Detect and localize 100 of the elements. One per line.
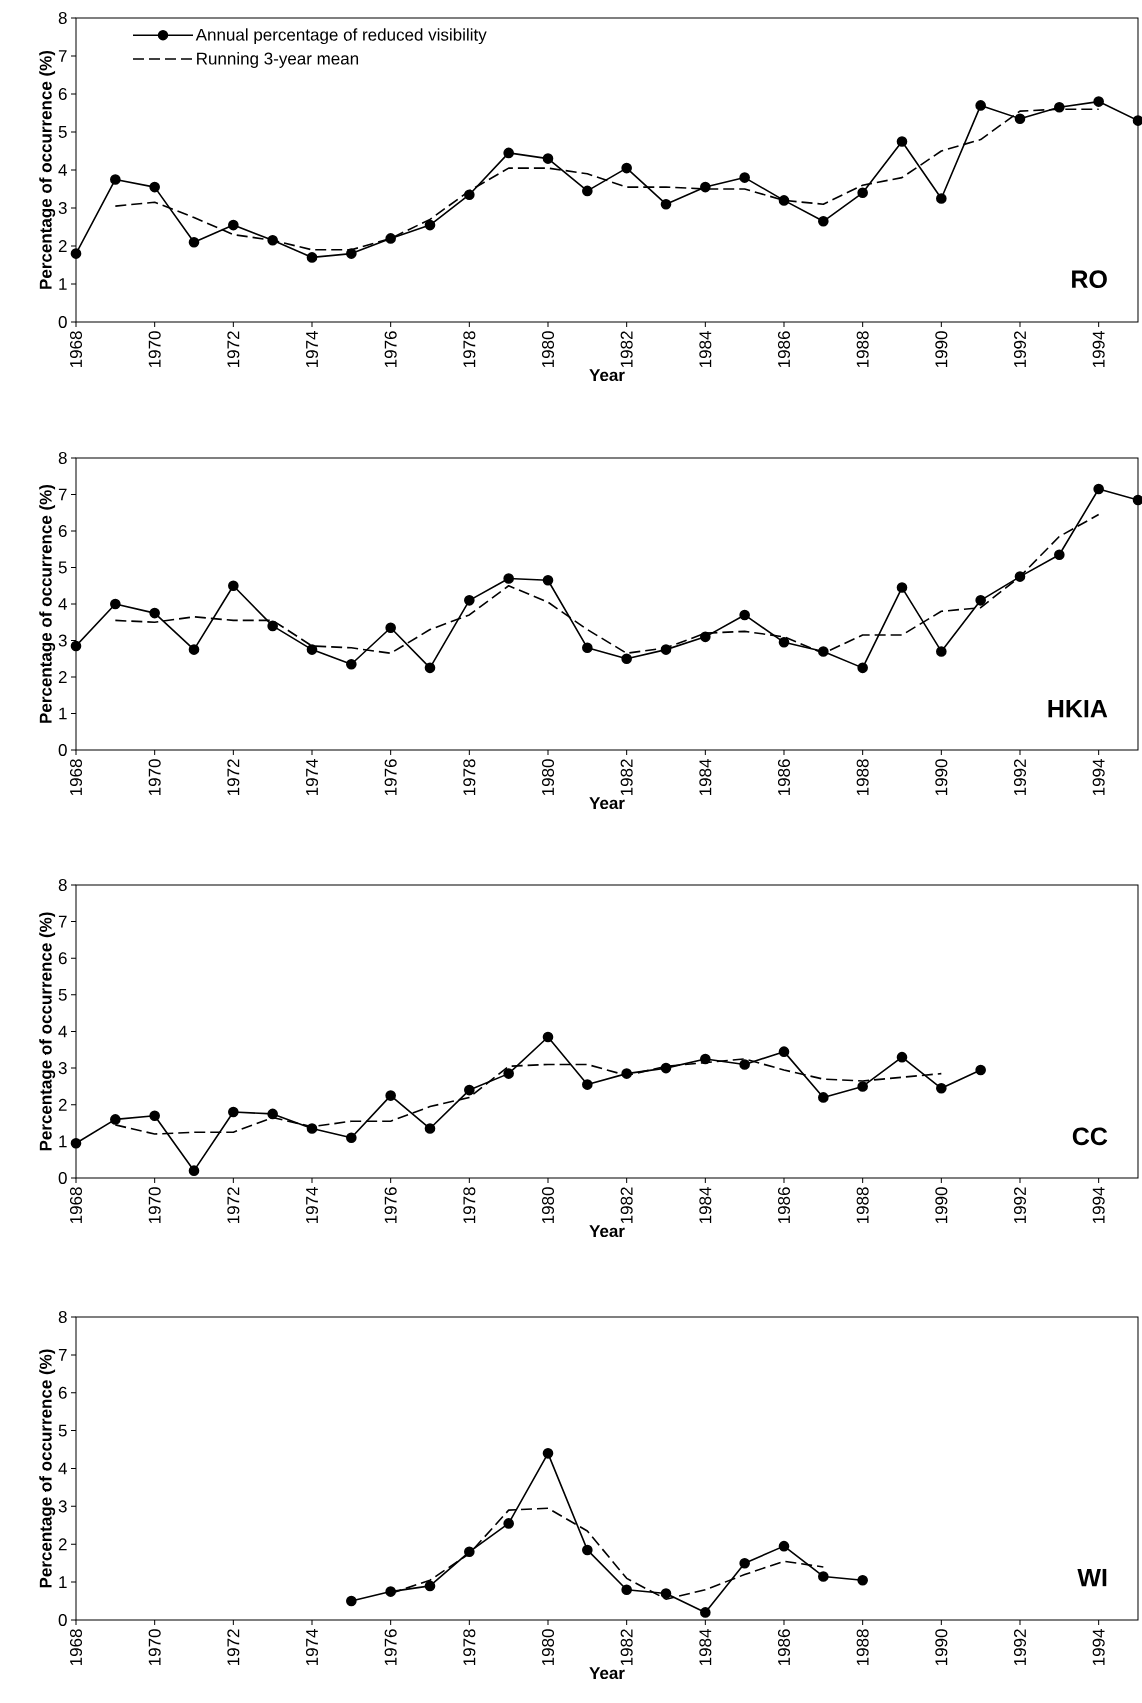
x-tick-label: 1984 — [699, 331, 712, 368]
y-tick-label: 8 — [58, 11, 67, 25]
y-tick-label: 2 — [58, 1098, 67, 1111]
y-tick-label: 0 — [58, 1171, 67, 1185]
x-tick-label: 1990 — [935, 759, 948, 796]
y-tick-label: 0 — [58, 1613, 67, 1627]
x-tick-label: 1988 — [856, 1629, 869, 1666]
y-tick-label: 8 — [58, 1310, 67, 1324]
x-tick-label: 1978 — [463, 1629, 476, 1666]
y-tick-label: 5 — [58, 988, 67, 1001]
y-tick-label: 3 — [58, 201, 67, 215]
x-tick-label: 1988 — [856, 1187, 869, 1224]
x-axis-title: Year — [589, 797, 625, 810]
x-tick-label: 1968 — [69, 1187, 83, 1224]
x-tick-label: 1984 — [699, 759, 712, 796]
y-tick-label: 1 — [59, 278, 67, 290]
x-tick-label: 1976 — [384, 1629, 397, 1666]
x-tick-label: 1970 — [148, 331, 161, 368]
text: HKIA — [1048, 700, 1108, 718]
x-tick-label: 1974 — [305, 1187, 319, 1224]
x-tick-label: 1992 — [1013, 1187, 1027, 1224]
y-tick-label: 6 — [58, 524, 67, 538]
y-tick-label: 8 — [58, 451, 67, 465]
legend-label: Annual percentage of reduced visibility — [195, 28, 487, 45]
y-axis-title: Percentage of occurrence (%) — [39, 1349, 56, 1588]
y-tick-label: 8 — [58, 878, 67, 892]
y-tick-label: 7 — [58, 488, 67, 501]
y-tick-label: 2 — [58, 240, 67, 252]
y-tick-label: 6 — [58, 1386, 67, 1399]
y-axis-title: Percentage of occurrence (%) — [39, 50, 56, 289]
x-tick-label: 1968 — [69, 759, 83, 796]
x-tick-label: 1992 — [1013, 1629, 1027, 1666]
y-tick-label: 1 — [59, 707, 67, 720]
y-tick-label: 4 — [58, 1025, 67, 1038]
x-tick-label: 1994 — [1092, 1629, 1105, 1666]
y-tick-label: 4 — [58, 1462, 67, 1475]
x-tick-label: 1980 — [541, 331, 555, 368]
y-tick-label: 3 — [58, 1500, 67, 1513]
x-axis-title: Year — [589, 369, 625, 382]
y-tick-label: 3 — [58, 634, 67, 647]
x-axis-title: Year — [589, 1225, 625, 1238]
x-tick-label: 1980 — [541, 1629, 555, 1666]
legend-label: Running 3-year mean — [197, 52, 359, 68]
x-tick-label: 1988 — [856, 759, 869, 796]
x-tick-label: 1980 — [541, 759, 555, 796]
x-tick-label: 1970 — [148, 1629, 161, 1666]
x-tick-label: 1972 — [227, 759, 240, 796]
x-tick-label: 1984 — [699, 1629, 712, 1666]
y-tick-label: 2 — [58, 1538, 67, 1551]
y-axis-title: Percentage of occurrence (%) — [39, 912, 56, 1151]
x-tick-label: 1976 — [384, 1187, 397, 1224]
x-tick-label: 1984 — [699, 1187, 712, 1224]
y-tick-label: 4 — [58, 598, 67, 610]
x-tick-label: 1992 — [1013, 759, 1027, 796]
x-tick-label: 1982 — [620, 331, 633, 368]
x-axis-title: Year — [589, 1667, 625, 1680]
text: RO — [1072, 270, 1107, 289]
y-tick-label: 0 — [58, 743, 67, 757]
x-tick-label: 1968 — [69, 1629, 83, 1666]
x-tick-label: 1982 — [620, 759, 633, 796]
x-tick-label: 1974 — [305, 331, 319, 368]
x-tick-label: 1978 — [463, 331, 476, 368]
y-tick-label: 0 — [58, 315, 67, 329]
y-axis-title: Percentage of occurrence (%) — [39, 484, 56, 723]
text: WI — [1077, 1568, 1107, 1587]
x-tick-label: 1972 — [227, 1187, 240, 1224]
x-tick-label: 1978 — [463, 759, 476, 796]
x-tick-label: 1976 — [384, 331, 397, 368]
y-tick-label: 2 — [58, 671, 67, 683]
y-tick-label: 7 — [58, 50, 67, 62]
x-tick-label: 1994 — [1092, 759, 1105, 796]
x-tick-label: 1986 — [777, 331, 791, 368]
x-tick-label: 1974 — [305, 1629, 319, 1666]
y-tick-label: 3 — [58, 1062, 67, 1075]
x-tick-label: 1972 — [227, 331, 240, 368]
x-tick-label: 1994 — [1092, 1187, 1105, 1224]
x-tick-label: 1986 — [777, 759, 791, 796]
y-tick-label: 5 — [58, 1424, 67, 1437]
x-tick-label: 1968 — [69, 331, 83, 368]
y-tick-label: 6 — [58, 87, 67, 101]
x-tick-label: 1980 — [541, 1187, 555, 1224]
x-tick-label: 1970 — [148, 759, 161, 796]
y-tick-label: 1 — [59, 1576, 67, 1588]
y-tick-label: 7 — [58, 915, 67, 928]
x-tick-label: 1970 — [148, 1187, 161, 1224]
x-tick-label: 1982 — [620, 1629, 633, 1666]
text: CC — [1072, 1127, 1108, 1146]
x-tick-label: 1990 — [935, 1629, 948, 1666]
x-tick-label: 1978 — [463, 1187, 476, 1224]
x-tick-label: 1986 — [777, 1187, 791, 1224]
x-tick-label: 1986 — [777, 1629, 791, 1666]
x-tick-label: 1988 — [856, 331, 869, 368]
x-tick-label: 1982 — [620, 1187, 633, 1224]
y-tick-label: 7 — [58, 1349, 67, 1361]
x-tick-label: 1974 — [305, 759, 319, 796]
x-tick-label: 1990 — [935, 331, 948, 368]
y-tick-label: 1 — [59, 1135, 67, 1148]
y-tick-label: 4 — [58, 164, 67, 176]
x-tick-label: 1972 — [227, 1629, 240, 1666]
x-tick-label: 1976 — [384, 759, 397, 796]
